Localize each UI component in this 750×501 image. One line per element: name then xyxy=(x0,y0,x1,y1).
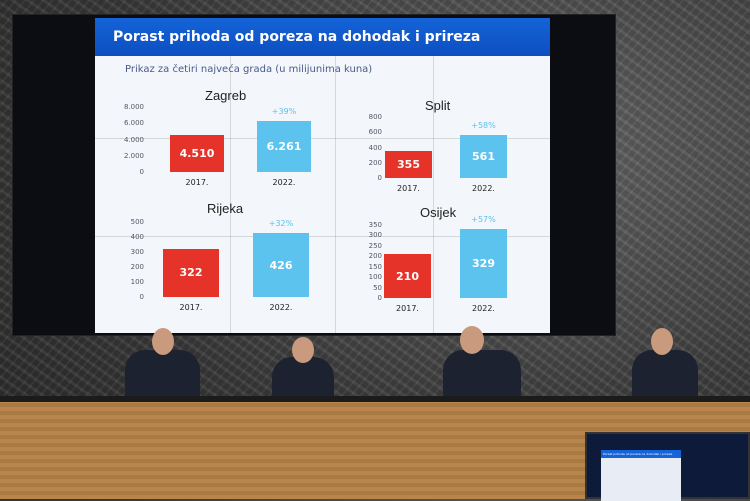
y-tick-label: 4.000 xyxy=(123,135,144,144)
bar-2022: 426 xyxy=(253,233,309,297)
bar-2017: 210 xyxy=(384,254,431,298)
screen-seam xyxy=(230,56,231,333)
y-tick-label: 250 xyxy=(368,241,382,250)
monitor-slide-title: Porast prihoda od poreza na dohodak i pr… xyxy=(601,450,681,458)
speaker-4-head xyxy=(651,328,673,355)
y-tick-label: 0 xyxy=(139,168,144,176)
y-tick-label: 8.000 xyxy=(123,103,144,111)
speaker-4 xyxy=(632,350,698,400)
speaker-2-head xyxy=(292,337,314,363)
chart-title-osijek: Osijek xyxy=(420,205,457,220)
x-tick-label: 2017. xyxy=(185,178,209,187)
x-tick-label: 2017. xyxy=(396,304,419,313)
y-tick-label: 100 xyxy=(368,273,382,282)
y-tick-label: 0 xyxy=(139,293,144,301)
y-tick-label: 150 xyxy=(368,262,382,271)
y-tick-label: 0 xyxy=(377,294,382,302)
x-tick-label: 2017. xyxy=(179,303,203,312)
x-tick-label: 2022. xyxy=(472,304,495,313)
change-label: +58% xyxy=(471,121,496,131)
screen-seam xyxy=(335,56,336,333)
chart-title-split: Split xyxy=(425,98,451,113)
x-tick-label: 2022. xyxy=(269,303,293,312)
screen-seam xyxy=(95,138,550,139)
change-label: +32% xyxy=(268,219,294,229)
y-tick-label: 200 xyxy=(368,252,382,261)
slide-subtitle: Prikaz za četiri najveća grada (u miliju… xyxy=(125,64,373,75)
screen-seam xyxy=(95,236,550,237)
speaker-1 xyxy=(125,350,200,405)
change-label: +39% xyxy=(271,107,297,117)
bar-2017: 4.510 xyxy=(170,135,224,172)
y-tick-label: 400 xyxy=(130,233,144,241)
y-tick-label: 400 xyxy=(368,143,382,152)
y-tick-label: 800 xyxy=(368,113,382,121)
y-tick-label: 50 xyxy=(373,283,382,292)
y-tick-label: 0 xyxy=(377,174,382,182)
y-tick-label: 350 xyxy=(368,221,382,229)
speaker-3 xyxy=(443,350,521,405)
y-tick-label: 300 xyxy=(368,231,382,240)
y-tick-label: 300 xyxy=(130,248,144,256)
y-tick-label: 600 xyxy=(368,128,382,137)
presentation-slide: Porast prihoda od poreza na dohodak i pr… xyxy=(95,18,550,333)
y-tick-label: 500 xyxy=(130,218,144,226)
speaker-1-head xyxy=(152,328,174,355)
x-tick-label: 2022. xyxy=(472,184,495,193)
speaker-3-head xyxy=(460,326,484,354)
y-tick-label: 100 xyxy=(130,278,144,286)
monitor-slide: Porast prihoda od poreza na dohodak i pr… xyxy=(601,450,681,501)
bar-2022: 6.261 xyxy=(257,121,311,172)
screen-seam xyxy=(433,56,434,333)
chart-title-zagreb: Zagreb xyxy=(205,88,247,103)
floor-monitor: Porast prihoda od poreza na dohodak i pr… xyxy=(585,432,750,501)
y-tick-label: 2.000 xyxy=(123,151,144,160)
bar-2022: 329 xyxy=(460,229,507,298)
y-tick-label: 200 xyxy=(368,158,382,167)
x-tick-label: 2017. xyxy=(397,184,420,193)
y-tick-label: 6.000 xyxy=(123,119,144,128)
bar-2017: 355 xyxy=(385,150,432,178)
slide-title: Porast prihoda od poreza na dohodak i pr… xyxy=(95,18,550,56)
y-tick-label: 200 xyxy=(130,263,144,271)
change-label: +57% xyxy=(471,215,496,225)
x-tick-label: 2022. xyxy=(272,178,296,187)
bar-2017: 322 xyxy=(163,248,219,297)
bar-2022: 561 xyxy=(460,135,507,178)
chart-title-rijeka: Rijeka xyxy=(207,201,244,216)
